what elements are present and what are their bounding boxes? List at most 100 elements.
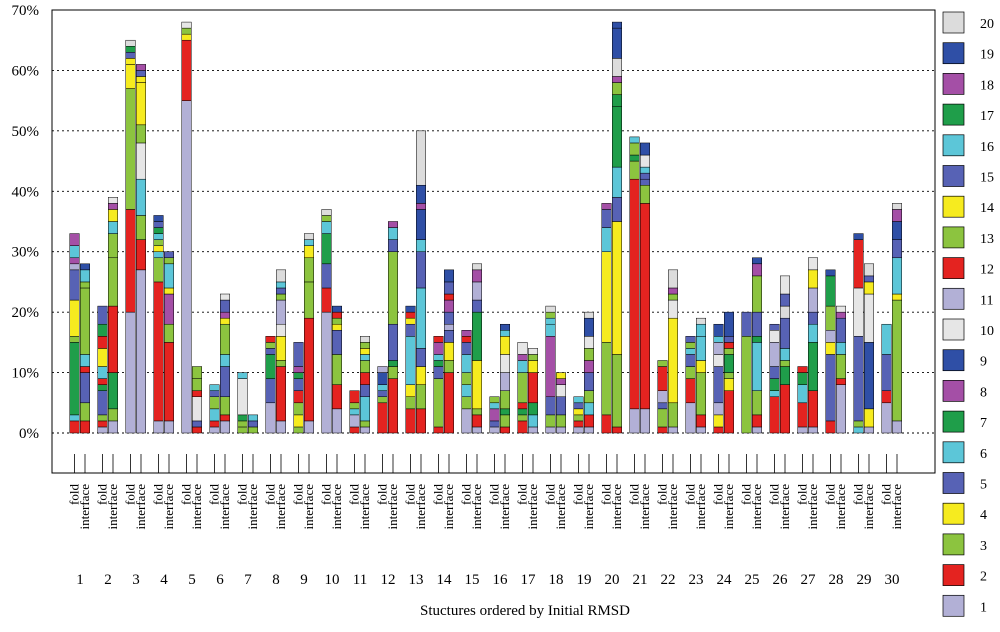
x-sub-label: interface: [413, 484, 428, 530]
bar-segment: [713, 354, 724, 367]
bar-segment: [752, 263, 762, 277]
bar-segment: [668, 293, 678, 301]
bar-segment: [853, 233, 864, 240]
bar-segment: [153, 251, 164, 259]
legend-swatch: [942, 226, 965, 249]
bar-segment: [724, 378, 734, 391]
bar-segment: [612, 354, 622, 428]
bar-segment: [80, 281, 90, 289]
bar-segment: [612, 94, 622, 107]
bar-segment: [69, 342, 80, 416]
x-sub-label: interface: [721, 484, 736, 530]
bar-segment: [668, 287, 678, 295]
bar-segment: [640, 142, 650, 156]
bar-segment: [265, 354, 276, 379]
bar-segment: [321, 287, 332, 313]
bar-segment: [612, 21, 622, 29]
bar-segment: [724, 311, 734, 337]
bar-segment: [741, 311, 752, 337]
bar-segment: [517, 342, 528, 355]
x-sub-label: fold: [67, 484, 82, 505]
bar-segment: [360, 426, 370, 434]
legend-label: 12: [980, 263, 994, 278]
bar-segment: [416, 184, 426, 204]
bar-segment: [612, 27, 622, 59]
bars: [69, 21, 902, 434]
bar-segment: [192, 396, 202, 422]
bar-segment: [892, 257, 902, 295]
bar-segment: [433, 360, 444, 367]
bar-segment: [489, 402, 500, 410]
bar-segment: [108, 372, 118, 410]
bar-segment: [293, 426, 304, 434]
bar-segment: [836, 305, 846, 313]
bar-segment: [181, 39, 192, 101]
bar-segment: [136, 142, 146, 180]
bar-segment: [153, 245, 164, 252]
x-category-label: 14: [437, 572, 453, 588]
bar-segment: [461, 330, 472, 337]
bar-segment: [360, 342, 370, 349]
x-category-label: 28: [829, 572, 844, 588]
bar-segment: [220, 293, 230, 301]
bar-segment: [164, 287, 174, 295]
bar-segment: [685, 342, 696, 349]
legend: 20 19 18 17 16 15 14 13 12 11 10 9 8 7 6 5 4 3 2 1: [942, 11, 994, 617]
x-sub-label: fold: [235, 484, 250, 505]
bar-segment: [125, 58, 136, 65]
bar-segment: [461, 384, 472, 397]
bar-segment: [780, 275, 790, 295]
x-category-label: 6: [216, 572, 224, 588]
bar-segment: [864, 263, 874, 277]
bar-segment: [808, 257, 818, 271]
bar-segment: [276, 336, 286, 361]
bar-segment: [248, 420, 258, 428]
bar-segment: [276, 360, 286, 367]
bar-segment: [668, 299, 678, 319]
bar-segment: [612, 166, 622, 198]
bar-segment: [864, 281, 874, 295]
bar-segment: [864, 408, 874, 428]
bar-segment: [528, 414, 538, 428]
bar-segment: [416, 408, 426, 434]
bar-segment: [125, 64, 136, 89]
y-tick-label: 50%: [12, 124, 40, 140]
legend-swatch: [942, 502, 965, 525]
bar-segment: [293, 390, 304, 404]
bar-segment: [489, 396, 500, 404]
x-sub-label: interface: [133, 484, 148, 530]
bar-segment: [265, 402, 276, 434]
bar-segment: [332, 311, 342, 319]
bar-segment: [69, 414, 80, 422]
bar-segment: [192, 390, 202, 397]
bar-segment: [332, 354, 342, 385]
x-category-label: 29: [857, 572, 872, 588]
bar-segment: [97, 348, 108, 367]
x-sub-label: fold: [655, 484, 670, 505]
bar-segment: [444, 342, 454, 361]
bar-segment: [304, 239, 314, 246]
legend-swatch: [942, 73, 965, 95]
x-sub-label: fold: [403, 484, 418, 505]
x-sub-label: interface: [441, 484, 456, 530]
bar-segment: [69, 420, 80, 434]
bar-segment: [825, 354, 836, 422]
bar-segment: [349, 426, 360, 434]
bar-segment: [248, 414, 258, 422]
bar-segment: [769, 342, 780, 367]
bar-segment: [293, 402, 304, 416]
bar-segment: [388, 251, 398, 325]
legend-swatch: [942, 11, 965, 34]
bar-segment: [416, 348, 426, 367]
bar-segment: [724, 390, 734, 434]
bar-segment: [545, 317, 556, 325]
legend-label: 6: [980, 447, 987, 462]
bar-segment: [97, 390, 108, 416]
bar-segment: [377, 384, 388, 391]
bar-segment: [612, 82, 622, 95]
legend-label: 1: [980, 600, 987, 615]
bar-segment: [584, 390, 594, 404]
bar-segment: [349, 402, 360, 410]
bar-segment: [80, 372, 90, 404]
x-category-label: 25: [745, 572, 760, 588]
